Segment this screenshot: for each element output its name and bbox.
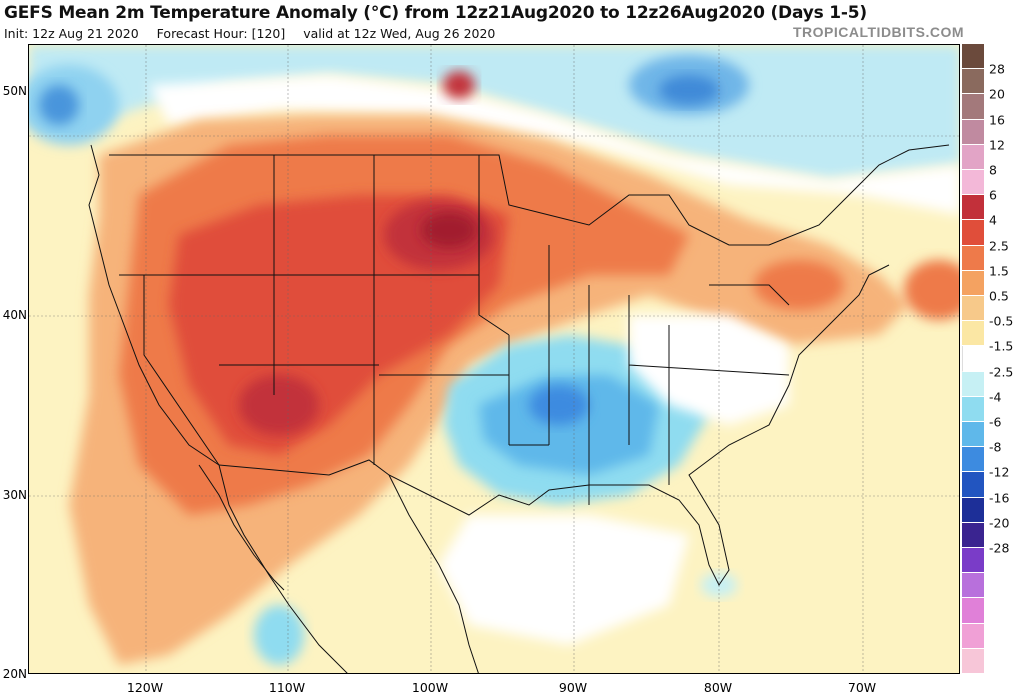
colorbar-cell [962, 321, 984, 347]
colorbar-label: 12 [989, 137, 1005, 153]
colorbar-cell [962, 69, 984, 95]
init-time: Init: 12z Aug 21 2020 [4, 26, 139, 41]
map-canvas [29, 45, 959, 673]
brand-watermark: TROPICALTIDBITS.COM [792, 24, 964, 40]
colorbar-label: -16 [989, 490, 1010, 506]
colorbar-cell [962, 44, 984, 70]
lat-label-40n: 40N [2, 308, 27, 322]
graticule [29, 45, 959, 673]
colorbar-label: -0.5 [989, 313, 1014, 329]
colorbar-label: 28 [989, 61, 1005, 77]
anomaly-map [28, 44, 960, 674]
map-title: GEFS Mean 2m Temperature Anomaly (°C) fr… [4, 3, 867, 23]
lat-label-50n: 50N [2, 84, 27, 98]
colorbar-cell [962, 497, 984, 523]
colorbar-cell [962, 119, 984, 145]
colorbar-cell [962, 245, 984, 271]
colorbar-label: -2.5 [989, 364, 1014, 380]
colorbar-cell [962, 447, 984, 473]
colorbar-cell [962, 598, 984, 624]
colorbar-cell [962, 522, 984, 548]
colorbar-label: -20 [989, 515, 1010, 531]
colorbar-cell [962, 346, 984, 372]
colorbar-label: 4 [989, 212, 997, 228]
colorbar-label: -28 [989, 540, 1010, 556]
lon-label-110w: 110W [268, 680, 306, 695]
colorbar-label: 8 [989, 162, 997, 178]
colorbar-label: 1.5 [989, 263, 1009, 279]
lon-label-90w: 90W [558, 680, 588, 695]
colorbar-cell [962, 371, 984, 397]
lon-label-80w: 80W [703, 680, 733, 695]
lon-label-100w: 100W [411, 680, 449, 695]
colorbar-cell [962, 648, 984, 674]
map-borders [88, 144, 950, 673]
map-subtitle: Init: 12z Aug 21 2020 Forecast Hour: [12… [4, 26, 509, 41]
colorbar-cell [962, 195, 984, 221]
colorbar-cell [962, 270, 984, 296]
colorbar-label: -1.5 [989, 338, 1014, 354]
colorbar-cell [962, 396, 984, 422]
colorbar-cell [962, 472, 984, 498]
colorbar-label: 16 [989, 112, 1005, 128]
colorbar-label: -8 [989, 439, 1002, 455]
colorbar-cell [962, 296, 984, 322]
colorbar-cell [962, 573, 984, 599]
colorbar-label: 2.5 [989, 238, 1009, 254]
valid-time: valid at 12z Wed, Aug 26 2020 [303, 26, 496, 41]
colorbar-cell [962, 220, 984, 246]
colorbar-label: -12 [989, 464, 1010, 480]
colorbar-label: 20 [989, 86, 1005, 102]
colorbar-cell [962, 548, 984, 574]
colorbar-label: -6 [989, 414, 1002, 430]
colorbar-cell [962, 144, 984, 170]
lat-label-30n: 30N [2, 488, 27, 502]
colorbar-cell [962, 94, 984, 120]
colorbar-cell [962, 623, 984, 649]
colorbar-label: -4 [989, 389, 1002, 405]
lon-label-70w: 70W [847, 680, 877, 695]
colorbar-cell [962, 422, 984, 448]
colorbar-cell [962, 170, 984, 196]
lon-label-120w: 120W [126, 680, 164, 695]
lat-label-20n: 20N [2, 667, 27, 681]
forecast-hour: Forecast Hour: [120] [156, 26, 286, 41]
colorbar-label: 0.5 [989, 288, 1009, 304]
colorbar-label: 6 [989, 187, 997, 203]
colorbar-legend: 28 20 16 12 8 6 4 2.5 1.5 0.5 -0.5 -1.5 -2.5 -4 -6 -8 -1… [962, 44, 1020, 674]
